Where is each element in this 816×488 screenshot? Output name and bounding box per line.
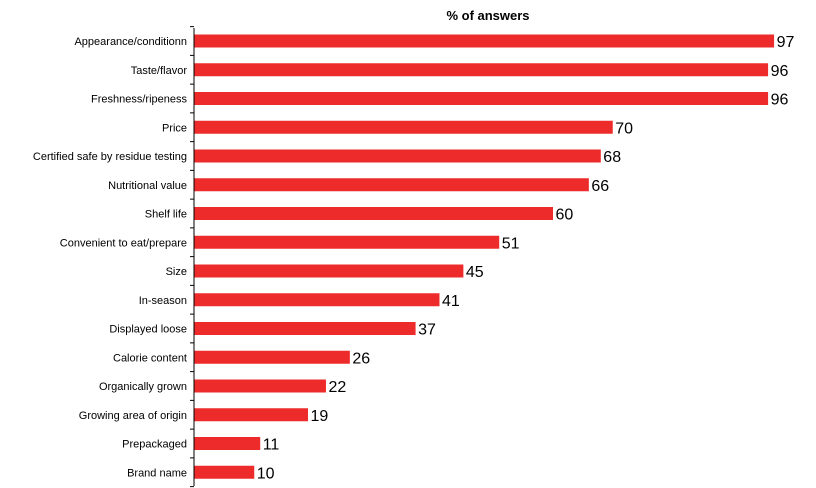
chart-title: % of answers [446,8,529,23]
category-label: Shelf life [145,209,187,221]
data-label: 10 [257,465,275,482]
bar [194,63,769,77]
data-label: 60 [556,207,574,224]
bars-group [194,34,775,479]
data-label: 51 [502,235,520,252]
category-label: Nutritional value [108,180,187,192]
data-label: 22 [328,379,346,396]
category-label: Calorie content [113,352,187,364]
value-labels: 97 96 96 70 68 66 60 51 45 41 37 26 22 19 11 10 [257,34,795,482]
bar [194,437,261,450]
category-label: Growing area of origin [79,410,187,422]
bar [194,149,601,163]
data-label: 96 [771,92,789,109]
bar [194,207,553,220]
bar [194,264,464,278]
data-label: 70 [615,120,633,137]
bar [194,322,416,335]
bar [194,92,769,105]
data-label: 45 [466,264,484,281]
data-label: 68 [603,149,621,166]
data-label: 97 [777,34,795,51]
y-axis [190,26,195,488]
data-label: 96 [771,63,789,80]
category-label: Price [162,122,187,134]
category-label: Brand name [127,467,187,479]
data-label: 41 [442,293,460,310]
category-label: Prepackaged [122,439,187,451]
category-label: Freshness/ripeness [91,94,187,106]
category-label: Displayed loose [109,324,187,336]
category-label: In-season [139,295,187,307]
bar [194,120,613,134]
data-label: 19 [311,408,329,425]
category-label: Certified safe by residue testing [33,151,187,163]
bar [194,293,440,307]
category-label: Taste/flavor [131,65,188,77]
data-label: 37 [418,322,436,339]
bar [194,235,500,249]
bar [194,465,255,479]
bar [194,408,309,422]
data-label: 11 [263,437,280,454]
data-label: 26 [352,350,370,367]
category-label: Organically grown [99,381,187,393]
data-label: 66 [591,178,609,195]
bar [194,34,775,48]
bar [194,379,326,393]
category-labels: Appearance/conditionn Taste/flavor Freshne… [33,36,188,479]
category-label: Appearance/conditionn [74,36,187,48]
bar [194,178,589,192]
category-label: Convenient to eat/prepare [60,237,187,249]
bar [194,350,350,364]
category-label: Size [166,266,187,278]
